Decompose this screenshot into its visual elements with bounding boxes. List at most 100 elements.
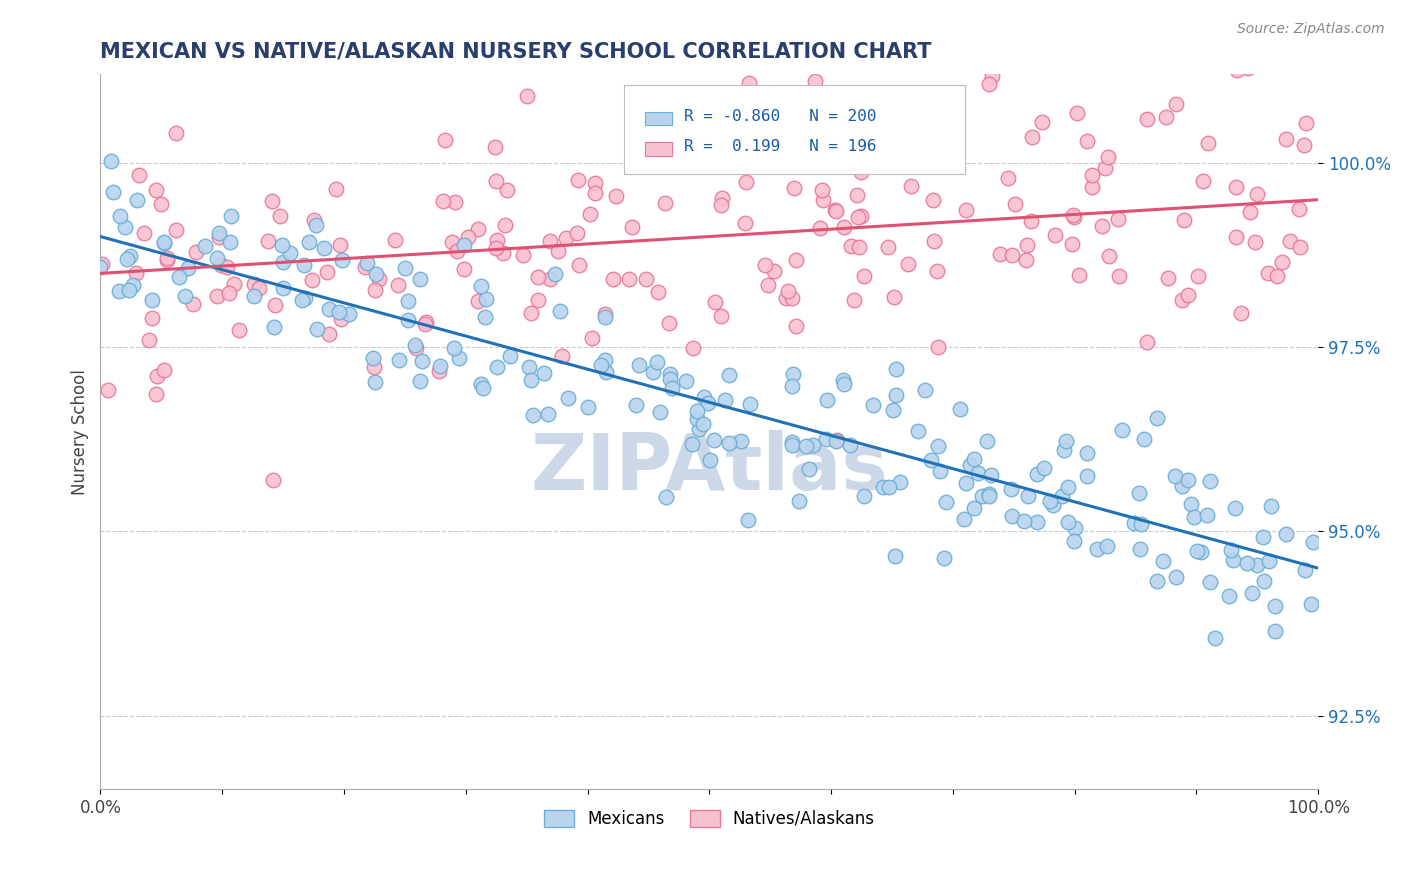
Point [1012,514,1035,528]
Point [122,277,145,292]
Point [429,359,451,374]
Point [907,424,929,438]
Point [494,218,516,232]
Point [520,306,543,320]
Point [107,285,129,299]
Point [738,76,761,90]
Point [794,439,817,453]
Point [1057,480,1080,494]
Point [1085,542,1108,557]
Point [432,194,454,208]
Point [1154,110,1177,124]
Point [411,353,433,368]
Point [1260,499,1282,513]
Point [831,373,853,387]
Point [699,107,721,121]
Point [1222,552,1244,566]
FancyBboxPatch shape [645,112,672,126]
Point [717,436,740,450]
Point [433,134,456,148]
Point [242,289,264,303]
Point [1063,533,1085,548]
Point [1081,180,1104,194]
Point [1230,306,1253,320]
Point [384,234,406,248]
Point [1063,210,1085,224]
Point [1132,432,1154,446]
Point [485,174,508,188]
Point [328,305,350,319]
Point [471,381,494,395]
Point [1076,135,1098,149]
Point [1192,174,1215,188]
Point [329,238,352,252]
Point [1076,445,1098,459]
Point [658,142,681,156]
Point [922,234,945,248]
Point [962,451,984,466]
Point [1226,62,1249,77]
Point [305,218,328,232]
Point [512,248,534,262]
Point [124,266,146,280]
Point [884,362,907,376]
Point [271,254,294,268]
Point [207,251,229,265]
Point [181,297,204,311]
Point [150,197,173,211]
Point [318,327,340,342]
Point [709,309,731,323]
Point [976,434,998,449]
Point [824,203,846,218]
Point [1264,624,1286,639]
Point [579,207,602,221]
Point [364,283,387,297]
Point [1225,229,1247,244]
Point [1021,129,1043,144]
Point [118,284,141,298]
Text: Source: ZipAtlas.com: Source: ZipAtlas.com [1237,22,1385,37]
Point [591,358,613,372]
Point [782,367,804,381]
Point [453,262,475,277]
Point [737,513,759,527]
Point [645,355,668,369]
Point [845,187,868,202]
Point [583,176,606,190]
Point [1177,288,1199,302]
Point [1157,271,1180,285]
Point [156,252,179,267]
Point [330,252,353,267]
Point [1004,197,1026,211]
Point [533,366,555,380]
Point [544,267,567,281]
Point [1017,238,1039,252]
Point [846,210,869,224]
Point [219,209,242,223]
Point [470,278,492,293]
Point [547,244,569,259]
Point [152,235,174,250]
Point [1240,586,1263,600]
Legend: Mexicans, Natives/Alaskans: Mexicans, Natives/Alaskans [537,803,882,835]
Point [1274,132,1296,146]
Point [1052,442,1074,457]
Point [1136,334,1159,349]
Point [1219,542,1241,557]
Point [1236,61,1258,75]
Point [1050,489,1073,503]
Point [1218,589,1240,603]
Point [696,396,718,410]
Point [1294,563,1316,577]
Point [786,158,808,172]
Point [839,239,862,253]
Point [1265,269,1288,284]
Point [219,235,242,249]
Point [1081,168,1104,182]
Point [470,377,492,392]
Point [174,289,197,303]
Point [1095,539,1118,553]
Point [363,359,385,374]
Point [778,284,800,298]
Point [101,185,124,199]
